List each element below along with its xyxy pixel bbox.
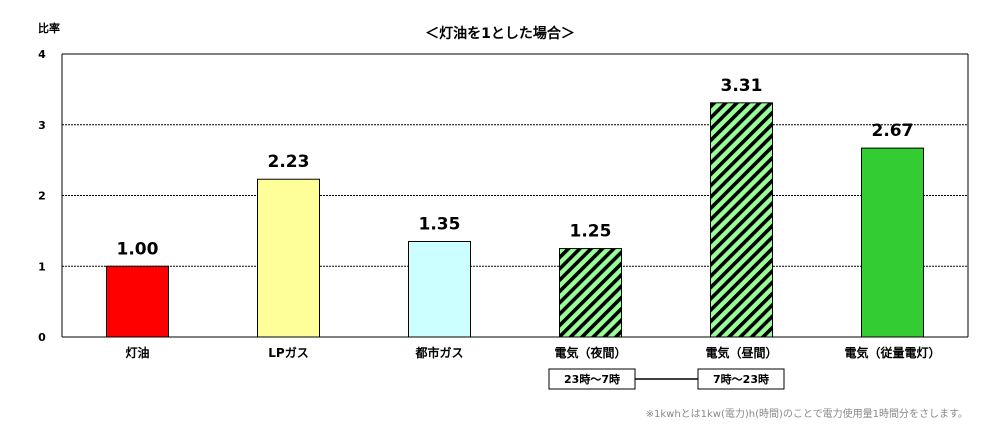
x-category-label-4: 電気（昼間） [705, 345, 777, 360]
data-label-1: 2.23 [268, 152, 310, 172]
y-tick-label-2: 2 [38, 190, 46, 203]
data-label-5: 2.67 [872, 121, 914, 141]
bar-4 [710, 102, 773, 338]
bar-0 [106, 265, 169, 338]
data-label-4: 3.31 [721, 76, 763, 96]
y-tick-label-4: 4 [38, 48, 46, 61]
y-axis-label: 比率 [38, 21, 60, 35]
y-ticks: 0 1 2 3 4 [38, 48, 46, 344]
data-label-0: 1.00 [117, 239, 159, 259]
axes [61, 54, 969, 338]
data-labels: 1.00 2.23 1.35 1.25 3.31 2.67 [117, 76, 914, 259]
bar-3 [559, 248, 622, 338]
day-hours-text: 7時～23時 [713, 372, 769, 386]
x-categories: 灯油 LPガス 都市ガス 電気（夜間） 電気（昼間） 電気（従量電灯） [125, 345, 940, 360]
x-category-label-2: 都市ガス [414, 345, 463, 360]
chart-title: ＜灯油を1とした場合＞ [425, 25, 575, 42]
night-hours-text: 23時～7時 [564, 372, 620, 386]
day-hours-box [697, 368, 785, 390]
bar-5 [861, 147, 924, 338]
x-category-label-5: 電気（従量電灯） [844, 345, 940, 360]
time-range-annotation: 23時～7時 7時～23時 [548, 368, 785, 390]
y-tick-label-1: 1 [38, 260, 46, 273]
y-tick-label-0: 0 [38, 331, 46, 344]
gridlines [62, 53, 968, 267]
data-label-2: 1.35 [419, 214, 461, 234]
bar-1 [257, 178, 320, 338]
x-category-label-3: 電気（夜間） [554, 345, 626, 360]
x-category-label-0: 灯油 [125, 345, 149, 360]
bar-2 [408, 240, 471, 338]
bars [106, 102, 924, 338]
footnote: ※1kwhとは1kw(電力)h(時間)のことで電力使用量1時間分をさします。 [646, 407, 968, 420]
x-category-label-1: LPガス [268, 345, 308, 360]
y-tick-label-3: 3 [38, 119, 46, 132]
data-label-3: 1.25 [570, 222, 612, 242]
